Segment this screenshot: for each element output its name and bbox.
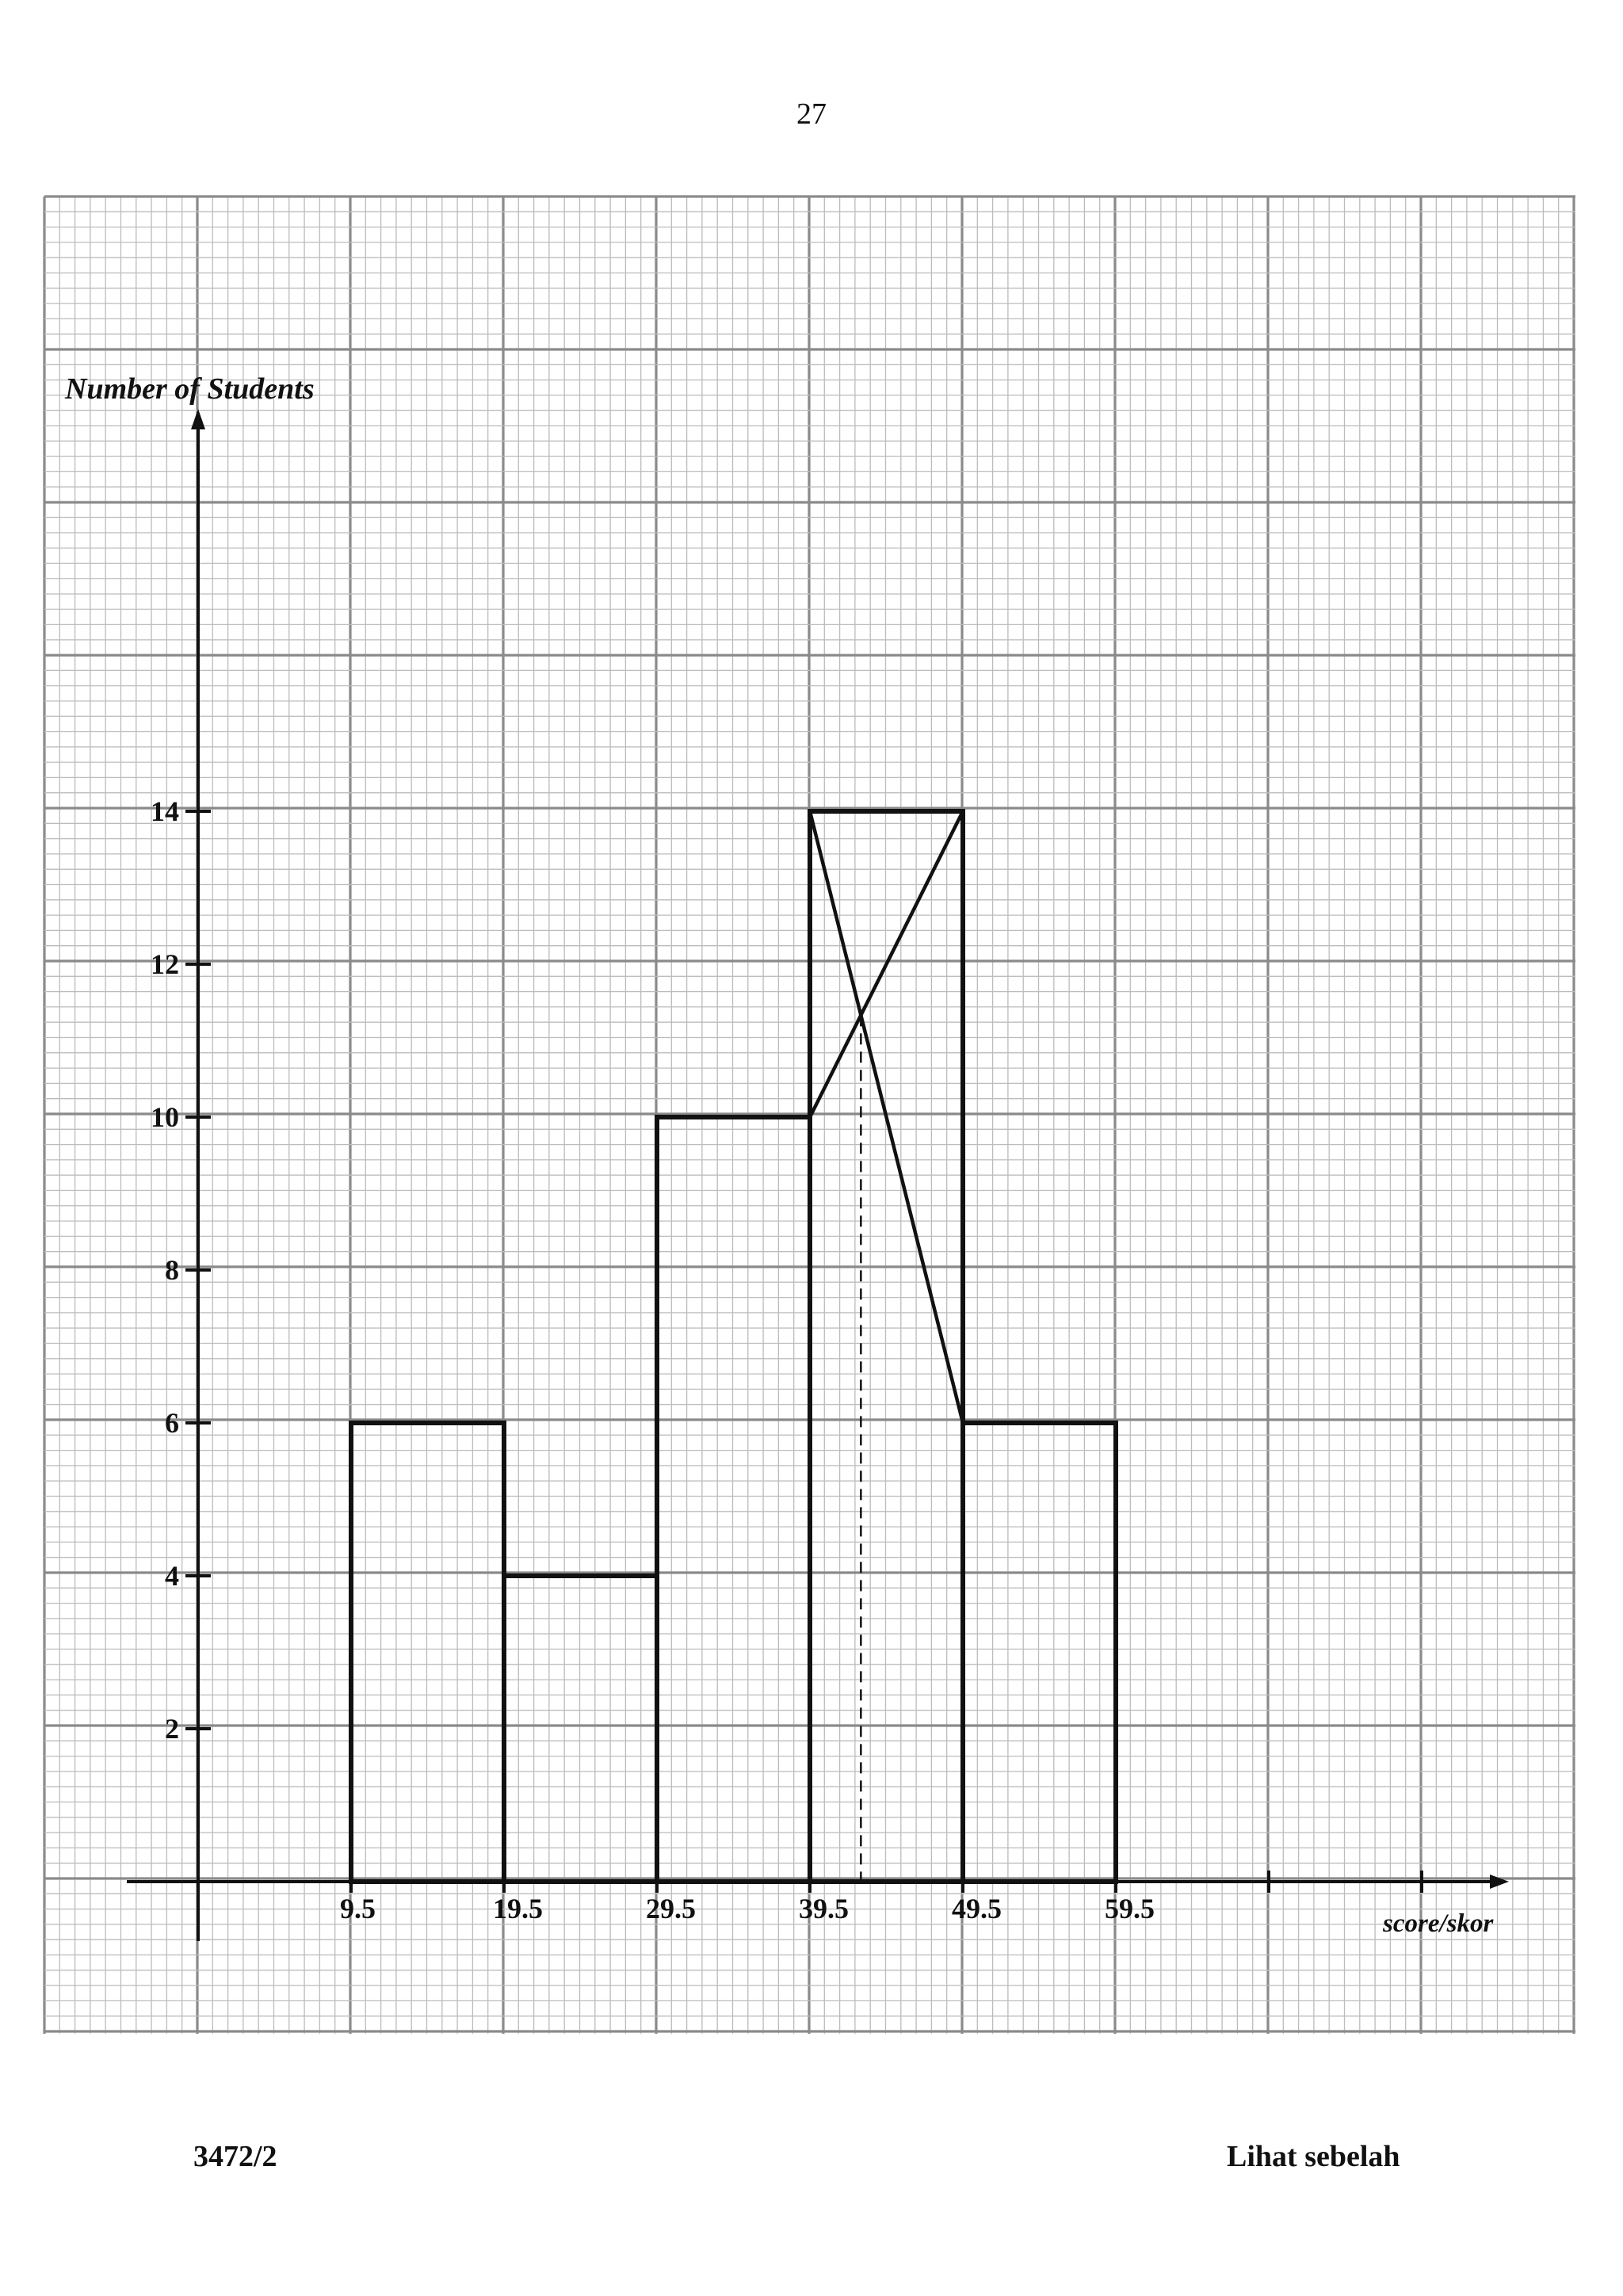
- y-tick-label: 10: [151, 1101, 179, 1133]
- next-page-note: Lihat sebelah: [1227, 2140, 1400, 2173]
- y-tick-label: 6: [165, 1407, 179, 1439]
- x-tick-label: 29.5: [646, 1893, 696, 1924]
- paper-code: 3472/2: [193, 2140, 277, 2173]
- mode-construction: [808, 810, 965, 1888]
- y-tick-label: 14: [151, 795, 179, 827]
- x-tick-label: 49.5: [952, 1893, 1002, 1924]
- mode-diagonal-line: [808, 810, 965, 1424]
- mode-diagonal-line: [808, 810, 965, 1119]
- y-axis-arrowhead: [191, 409, 205, 429]
- y-tick-label: 4: [165, 1560, 179, 1592]
- y-tick-label: 2: [165, 1713, 179, 1745]
- x-tick-label: 59.5: [1105, 1893, 1155, 1924]
- page-number: 27: [796, 97, 827, 131]
- y-tick-label: 12: [151, 948, 179, 980]
- x-axis-title: score/skor: [1382, 1909, 1494, 1938]
- x-tick-label: 19.5: [493, 1893, 543, 1924]
- x-tick-label: 9.5: [340, 1893, 376, 1924]
- axis-ticks: 2 4 6 8 10 12 14 9.5 19.5 29.5 39.5 49.5 59.5: [151, 795, 1423, 1924]
- x-tick-label: 39.5: [799, 1893, 849, 1924]
- y-axis-title: Number of Students: [64, 372, 315, 406]
- x-axis-arrowhead: [1490, 1875, 1509, 1889]
- y-tick-label: 8: [165, 1254, 179, 1286]
